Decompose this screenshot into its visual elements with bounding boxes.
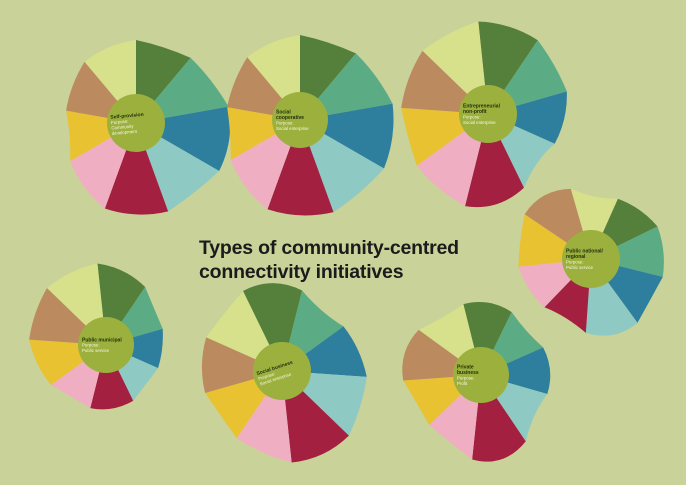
hub-circle xyxy=(253,342,311,400)
hub-purpose-line: Profit xyxy=(457,381,468,386)
hub-purpose-line: Social enterprise xyxy=(463,120,496,125)
hub-purpose-line: development xyxy=(112,129,138,136)
hub-purpose-line: Purpose: xyxy=(82,343,100,348)
hub-label-entrepreneurial-non-profit: Entrepreneurialnon-profitPurpose:Social … xyxy=(463,104,501,125)
hub-purpose-line: Purpose: xyxy=(566,259,584,264)
petal-wedge-lime xyxy=(570,188,618,259)
petal-wedge-tan xyxy=(201,337,282,394)
hub-name-line: Entrepreneurial xyxy=(463,104,501,110)
petal-wedge-crimson xyxy=(465,114,524,208)
hub-circle xyxy=(562,230,620,288)
hub-name-line: regional xyxy=(566,254,586,260)
hub-purpose-line: Social enterprise xyxy=(276,126,309,131)
petal-wedge-light_teal xyxy=(136,123,220,212)
hub-purpose-line: Purpose: xyxy=(457,375,475,380)
petal-wedge-crimson xyxy=(267,120,334,216)
hub-circle xyxy=(459,85,517,143)
petal-wedge-dark_green xyxy=(463,302,512,375)
petal-chart-self-provision: Self-provisionPurpose:Communitydevelopme… xyxy=(66,40,231,215)
hub-circle xyxy=(107,94,165,152)
petal-wedge-sea_green xyxy=(300,53,393,120)
petal-wedge-pink xyxy=(416,114,488,207)
hub-purpose-line: Public service xyxy=(566,265,594,270)
hub-name-line: Self-provision xyxy=(110,112,144,121)
petal-wedge-steel_blue xyxy=(488,91,567,144)
petal-wedge-crimson xyxy=(104,123,169,215)
petal-wedge-steel_blue xyxy=(106,328,163,369)
hub-purpose-line: Public service xyxy=(82,348,110,353)
hub-circle xyxy=(453,347,509,403)
hub-purpose-line: Purpose: xyxy=(276,120,294,125)
hub-name-line: Public national/ xyxy=(566,249,604,255)
hub-name-line: Public municipal xyxy=(82,337,122,343)
petal-wedge-crimson xyxy=(90,345,134,410)
hub-label-self-provision: Self-provisionPurpose:Communitydevelopme… xyxy=(110,112,144,136)
hub-purpose-line: Purpose: xyxy=(111,119,129,126)
hub-name-line: Private xyxy=(457,365,474,371)
page-title: Types of community-centred connectivity … xyxy=(199,237,459,283)
hub-circle xyxy=(272,92,328,148)
petal-wedge-light_teal xyxy=(300,120,384,213)
hub-name-line: non-profit xyxy=(463,109,487,115)
hub-name-line: business xyxy=(457,370,479,376)
petal-wedge-sea_green xyxy=(591,226,664,277)
hub-circle xyxy=(78,317,134,373)
petal-wedge-pink xyxy=(230,120,300,210)
hub-name-line: cooperative xyxy=(276,115,304,121)
petal-chart-entrepreneurial-non-profit: Entrepreneurialnon-profitPurpose:Social … xyxy=(401,21,567,208)
petal-wedge-steel_blue xyxy=(481,347,551,395)
hub-name-line: Social xyxy=(276,110,291,116)
hub-purpose-line: Purpose: xyxy=(463,114,481,119)
hub-purpose-line: Community xyxy=(111,124,134,131)
hub-purpose-line: Purpose: xyxy=(258,371,276,381)
